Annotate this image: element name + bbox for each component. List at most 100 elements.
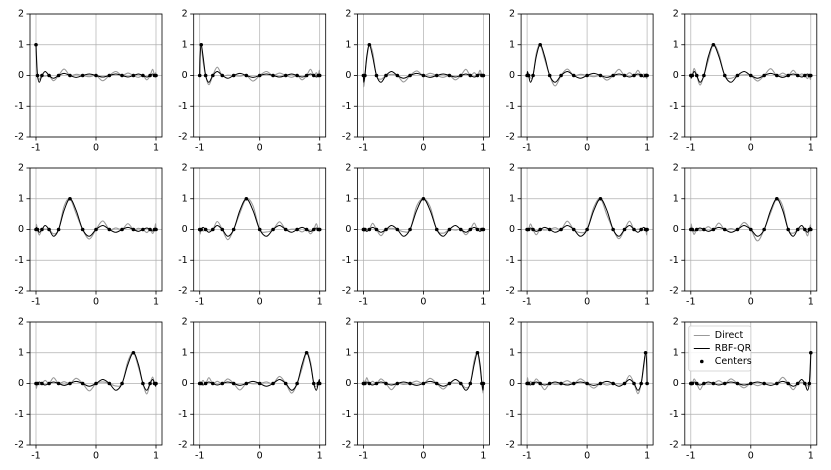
x-tick-label: 0 xyxy=(584,451,590,462)
center-point xyxy=(643,350,648,355)
center-point xyxy=(645,227,649,232)
axes-frame xyxy=(520,167,654,292)
center-point xyxy=(702,381,706,386)
y-tick-label: -2 xyxy=(669,440,678,451)
center-point xyxy=(611,381,615,386)
center-point xyxy=(131,73,136,78)
center-point xyxy=(547,381,552,386)
subplot: -2 -1 0 1 2 -1 0 1 xyxy=(342,317,490,462)
y-tick-label: 1 xyxy=(18,39,24,50)
x-tick-label: 0 xyxy=(584,297,590,308)
center-point xyxy=(639,381,643,386)
center-point xyxy=(598,196,603,201)
center-point xyxy=(304,73,309,78)
center-point xyxy=(94,227,98,232)
center-point xyxy=(481,73,486,78)
center-point xyxy=(611,227,615,232)
center-point xyxy=(447,227,452,232)
y-tick-label: 1 xyxy=(345,347,351,358)
y-tick-label: 2 xyxy=(509,9,515,20)
y-tick-label: 2 xyxy=(345,9,351,20)
y-tick-label: 2 xyxy=(18,317,24,328)
center-point xyxy=(257,73,262,78)
y-tick-label: -1 xyxy=(15,255,24,266)
center-point xyxy=(197,73,202,78)
center-point xyxy=(645,381,649,386)
center-point xyxy=(711,227,716,232)
center-point xyxy=(809,73,813,78)
center-point xyxy=(120,73,124,78)
center-point xyxy=(547,227,552,232)
y-tick-label: -1 xyxy=(669,101,678,112)
center-point xyxy=(775,73,779,78)
subplot: -2 -1 0 1 2 -1 0 1 xyxy=(342,163,490,308)
center-point xyxy=(94,73,98,78)
y-tick-label: 0 xyxy=(509,378,515,389)
center-point xyxy=(722,381,727,386)
y-tick-label: 1 xyxy=(509,347,515,358)
axes-frame xyxy=(193,167,327,292)
center-point xyxy=(585,73,589,78)
center-point xyxy=(68,196,72,201)
center-point xyxy=(408,227,412,232)
center-point xyxy=(690,73,695,78)
y-tick-label: 1 xyxy=(182,347,188,358)
center-point xyxy=(459,227,463,232)
subplot: -2 -1 0 1 2 -1 0 1 xyxy=(669,9,818,154)
center-point xyxy=(807,381,812,386)
y-tick-label: -1 xyxy=(506,101,515,112)
y-tick-label: -2 xyxy=(506,440,515,451)
center-point xyxy=(447,73,452,78)
center-point xyxy=(374,73,379,78)
center-point xyxy=(271,227,275,232)
y-tick-label: -2 xyxy=(669,132,678,143)
center-point xyxy=(632,73,636,78)
x-tick-label: 1 xyxy=(644,297,650,308)
y-tick-label: 2 xyxy=(509,163,515,174)
center-point xyxy=(68,381,72,386)
center-point xyxy=(475,73,480,78)
center-point xyxy=(131,350,136,355)
x-tick-label: 1 xyxy=(153,143,159,154)
y-tick-label: -2 xyxy=(506,132,515,143)
x-tick-label: 1 xyxy=(480,451,486,462)
center-point xyxy=(622,73,627,78)
y-tick-label: 2 xyxy=(673,9,679,20)
y-tick-label: -1 xyxy=(178,255,187,266)
center-point xyxy=(154,381,158,386)
center-point xyxy=(311,73,316,78)
center-point xyxy=(271,73,275,78)
y-tick-label: 1 xyxy=(182,193,188,204)
x-tick-label: -1 xyxy=(522,451,531,462)
axes-frame xyxy=(356,321,490,446)
center-point xyxy=(220,73,225,78)
x-tick-label: 1 xyxy=(808,451,814,462)
x-tick-label: -1 xyxy=(31,297,40,308)
center-point xyxy=(107,381,112,386)
center-point xyxy=(35,73,40,78)
x-tick-label: -1 xyxy=(686,297,695,308)
center-point xyxy=(571,381,576,386)
center-point xyxy=(459,381,463,386)
x-tick-label: -1 xyxy=(195,143,204,154)
x-tick-label: 0 xyxy=(93,297,99,308)
center-point xyxy=(711,42,716,47)
y-tick-label: -1 xyxy=(178,101,187,112)
center-point xyxy=(35,381,40,386)
center-point xyxy=(434,381,439,386)
center-point xyxy=(40,227,44,232)
center-point xyxy=(80,73,85,78)
center-point xyxy=(538,42,542,47)
center-point xyxy=(367,42,372,47)
subplot: -2 -1 0 1 2 -1 0 1 xyxy=(669,163,818,308)
center-point xyxy=(749,227,753,232)
center-point xyxy=(702,227,706,232)
x-tick-label: -1 xyxy=(195,297,204,308)
center-point xyxy=(468,227,473,232)
center-point xyxy=(56,73,61,78)
center-point xyxy=(447,381,452,386)
x-tick-label: -1 xyxy=(31,451,40,462)
center-point xyxy=(311,381,316,386)
y-tick-label: 0 xyxy=(509,224,515,235)
